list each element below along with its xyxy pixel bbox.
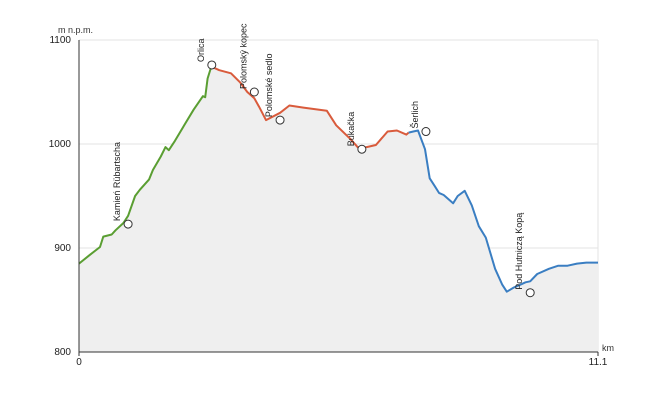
waypoint-marker — [421, 127, 431, 137]
y-tick-label: 1000 — [49, 139, 72, 150]
waypoint-marker — [123, 219, 133, 229]
x-tick-label: 0 — [76, 357, 82, 368]
waypoint-markers: Kamień Rübartscha Orlica Polomský kopec Pol… — [112, 23, 535, 298]
waypoint-marker — [249, 87, 259, 97]
x-tick-label: 11.1 — [589, 357, 608, 368]
y-tick-label: 900 — [54, 243, 71, 254]
elevation-segment-1 — [78, 64, 213, 265]
elevation-segment-3 — [408, 129, 598, 293]
waypoint-marker — [275, 115, 285, 125]
waypoint-label: Orlica — [196, 38, 206, 62]
y-tick-label: 1100 — [49, 35, 71, 46]
y-axis-ticks: 800 900 1000 1100 — [49, 35, 72, 358]
x-axis-ticks: 0 11.1 — [76, 352, 608, 368]
waypoint-marker — [207, 60, 217, 70]
elevation-lines — [78, 64, 598, 293]
elevation-area-fill — [79, 65, 598, 352]
waypoint-label: Pod Hutniczą Kopą — [514, 213, 524, 290]
waypoint-label: Polomský kopec — [238, 23, 248, 89]
y-axis-label: m n.p.m. — [58, 25, 93, 35]
y-tick-label: 800 — [54, 347, 71, 358]
elevation-segment-2 — [211, 64, 410, 151]
waypoint-marker — [357, 144, 367, 154]
waypoint-label: Polomské sedlo — [264, 54, 274, 118]
waypoint-marker — [525, 288, 535, 298]
x-axis-label: km — [602, 343, 614, 353]
waypoint-label: Kamień Rübartscha — [112, 142, 122, 221]
waypoint-label: Bukačka — [346, 112, 356, 147]
waypoint-label: Šerlich — [410, 101, 420, 129]
